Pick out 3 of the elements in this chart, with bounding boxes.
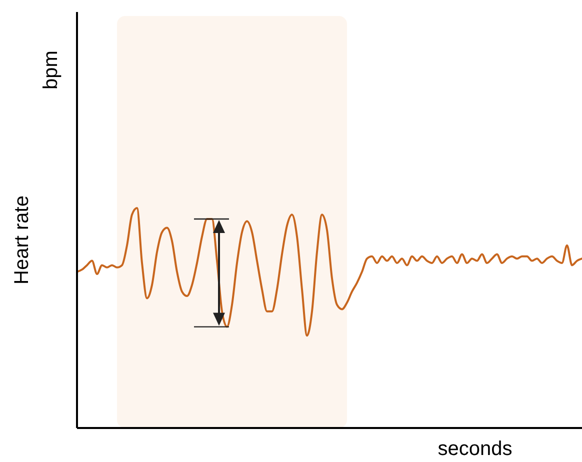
y-axis-title: Heart rate	[11, 196, 33, 284]
text: bpm	[40, 50, 62, 90]
x-axis-title: seconds	[438, 438, 512, 460]
